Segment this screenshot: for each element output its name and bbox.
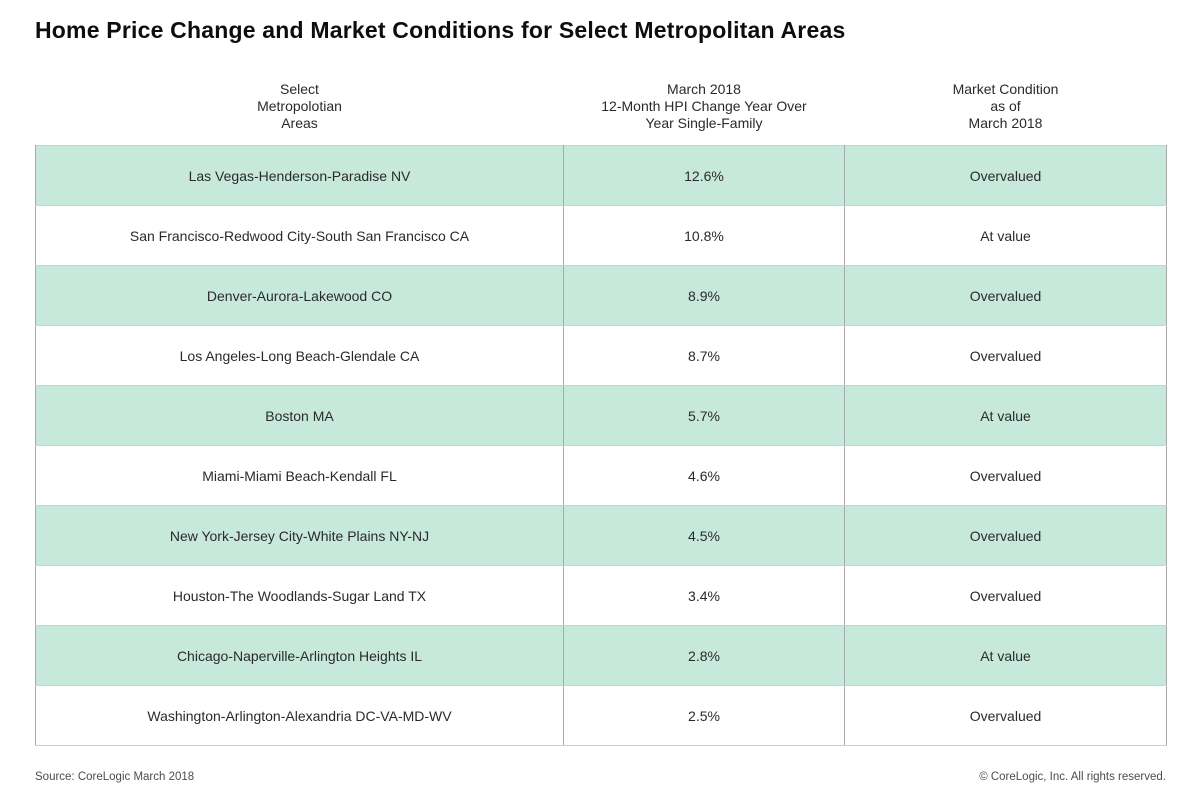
table-row: San Francisco-Redwood City-South San Fra…: [35, 205, 1167, 266]
copyright-note: © CoreLogic, Inc. All rights reserved.: [979, 771, 1166, 783]
metro-area-cell: New York-Jersey City-White Plains NY-NJ: [35, 505, 564, 566]
market-condition-cell: Overvalued: [844, 445, 1167, 506]
table-row: Miami-Miami Beach-Kendall FL 4.6% Overva…: [35, 445, 1167, 506]
table-row: Los Angeles-Long Beach-Glendale CA 8.7% …: [35, 325, 1167, 386]
hpi-table: Select Metropolotian Areas March 2018 12…: [35, 81, 1167, 746]
market-condition-cell: At value: [844, 205, 1167, 266]
hpi-change-cell: 10.8%: [563, 205, 845, 266]
metro-area-cell: Las Vegas-Henderson-Paradise NV: [35, 145, 564, 206]
metro-area-cell: Denver-Aurora-Lakewood CO: [35, 265, 564, 326]
table-row: Boston MA 5.7% At value: [35, 385, 1167, 446]
column-header-metro-areas: Select Metropolotian Areas: [257, 81, 342, 131]
hpi-change-cell: 8.9%: [563, 265, 845, 326]
metro-area-cell: Chicago-Naperville-Arlington Heights IL: [35, 625, 564, 686]
hpi-change-cell: 4.6%: [563, 445, 845, 506]
table-header: Select Metropolotian Areas March 2018 12…: [36, 81, 1167, 146]
metro-area-cell: Miami-Miami Beach-Kendall FL: [35, 445, 564, 506]
hpi-change-cell: 2.5%: [563, 685, 845, 746]
metro-area-cell: Los Angeles-Long Beach-Glendale CA: [35, 325, 564, 386]
table-row: New York-Jersey City-White Plains NY-NJ …: [35, 505, 1167, 566]
metro-area-cell: Boston MA: [35, 385, 564, 446]
hpi-change-cell: 8.7%: [563, 325, 845, 386]
hpi-change-cell: 4.5%: [563, 505, 845, 566]
column-header-hpi-change: March 2018 12-Month HPI Change Year Over…: [601, 81, 807, 131]
footer: Source: CoreLogic March 2018 © CoreLogic…: [35, 771, 1166, 783]
page-title: Home Price Change and Market Conditions …: [35, 17, 846, 43]
table-row: Houston-The Woodlands-Sugar Land TX 3.4%…: [35, 565, 1167, 626]
market-condition-cell: Overvalued: [844, 565, 1167, 626]
market-condition-cell: Overvalued: [844, 265, 1167, 326]
source-note: Source: CoreLogic March 2018: [35, 771, 195, 783]
metro-area-cell: San Francisco-Redwood City-South San Fra…: [35, 205, 564, 266]
table-header-row: Select Metropolotian Areas March 2018 12…: [36, 81, 1167, 146]
hpi-change-cell: 2.8%: [563, 625, 845, 686]
market-condition-cell: Overvalued: [844, 685, 1167, 746]
column-header-market-condition: Market Condition as of March 2018: [952, 81, 1059, 131]
hpi-change-cell: 3.4%: [563, 565, 845, 626]
table-row: Las Vegas-Henderson-Paradise NV 12.6% Ov…: [35, 145, 1167, 206]
market-condition-cell: Overvalued: [844, 325, 1167, 386]
hpi-change-cell: 5.7%: [563, 385, 845, 446]
table-row: Chicago-Naperville-Arlington Heights IL …: [35, 625, 1167, 686]
hpi-change-cell: 12.6%: [563, 145, 845, 206]
market-condition-cell: Overvalued: [844, 145, 1167, 206]
metro-area-cell: Houston-The Woodlands-Sugar Land TX: [35, 565, 564, 626]
market-condition-cell: At value: [844, 385, 1167, 446]
table-row: Denver-Aurora-Lakewood CO 8.9% Overvalue…: [35, 265, 1167, 326]
table-row: Washington-Arlington-Alexandria DC-VA-MD…: [35, 685, 1167, 746]
market-condition-cell: At value: [844, 625, 1167, 686]
table-body: Las Vegas-Henderson-Paradise NV 12.6% Ov…: [35, 145, 1167, 746]
metro-area-cell: Washington-Arlington-Alexandria DC-VA-MD…: [35, 685, 564, 746]
market-condition-cell: Overvalued: [844, 505, 1167, 566]
